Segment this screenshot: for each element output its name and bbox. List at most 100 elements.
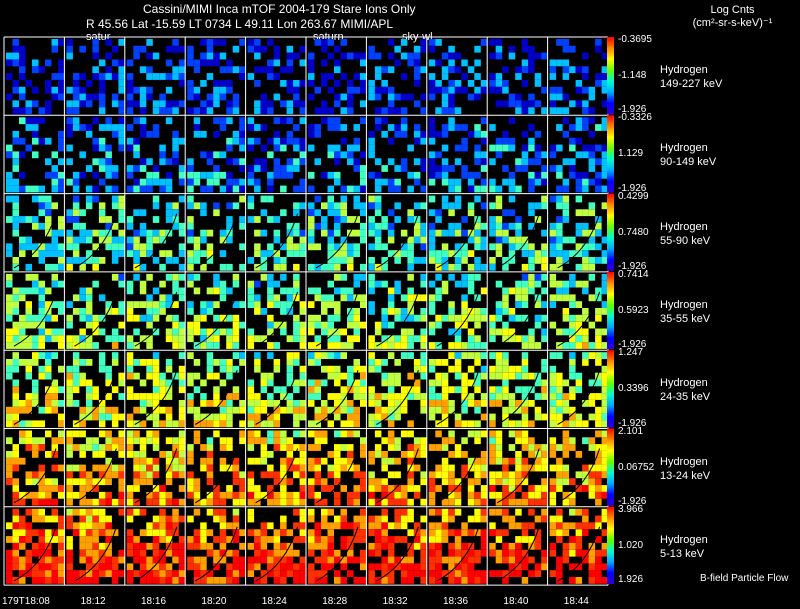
heatmap-cell [226,549,233,557]
heatmap-cell [334,151,341,159]
heatmap-cell [467,515,475,523]
heatmap-cell [308,491,315,499]
heatmap-cell [293,457,300,465]
heatmap-cell [45,529,52,537]
heatmap-cell [178,379,186,387]
heatmap-cell [6,73,13,80]
heatmap-cell [360,536,367,543]
heatmap-cell [133,437,140,445]
heatmap-cell [152,485,160,492]
heatmap-cell [556,195,563,203]
heatmap-cell [549,93,557,101]
heatmap-cell [435,151,442,159]
heatmap-cell [521,386,529,394]
heatmap-cell [79,413,86,421]
heatmap-cell [85,556,93,564]
heatmap-cell [569,273,576,281]
heatmap-cell [293,508,300,516]
heatmap-cell [58,144,65,152]
heatmap-cell [58,420,65,428]
bfield-curve [436,526,480,582]
heatmap-cell [239,158,246,166]
heatmap-cell [219,406,227,414]
heatmap-cell [428,577,436,584]
heatmap-cell [420,39,427,46]
heatmap-cell [461,556,468,564]
heatmap-cell [6,185,13,193]
heatmap-cell [394,471,401,479]
heatmap-cell [126,372,134,380]
heatmap-cell [420,185,427,193]
heatmap-cell [534,250,542,257]
heatmap-cell [6,478,13,486]
heatmap-cell [353,335,360,343]
heatmap-cell [420,359,427,366]
heatmap-cell [541,335,548,343]
heatmap-cell [441,498,449,506]
heatmap-cell [260,437,268,445]
heatmap-cell [267,151,274,159]
heatmap-cell [247,257,255,264]
heatmap-cell [435,314,442,322]
heatmap-cell [441,359,449,366]
heatmap-cell [133,86,140,94]
heatmap-cell [448,437,455,445]
heatmap-cell [448,209,455,217]
heatmap-cell [247,542,255,550]
heatmap-cell [601,280,609,288]
heatmap-cell [353,294,360,302]
heatmap-cell [321,498,328,506]
heatmap-cell [172,273,179,281]
heatmap-cell [126,563,134,571]
heatmap-cell [308,393,315,400]
heatmap-cell [152,406,160,414]
heatmap-cell [6,335,13,343]
heatmap-cell [286,236,294,244]
heatmap-cell [51,577,58,584]
heatmap-cell [521,444,529,451]
heatmap-cell [247,195,255,203]
heatmap-cell [280,287,287,295]
heatmap-cell [556,250,563,257]
heatmap-cell [569,420,576,428]
heatmap-cell [521,413,529,421]
heatmap-cell [534,529,542,537]
heatmap-cell [508,52,516,60]
heatmap-cell [187,195,194,203]
heatmap-cell [38,222,45,230]
heatmap-cell [461,437,468,445]
heatmap-cell [541,202,548,210]
heatmap-cell [381,165,388,172]
heatmap-cell [435,485,442,492]
heatmap-cell [293,430,300,438]
heatmap-cell [260,577,268,584]
heatmap-cell [461,386,468,394]
heatmap-cell [534,130,542,138]
heatmap-cell [474,73,481,80]
heatmap-cell [334,144,341,152]
heatmap-cell [353,202,360,210]
heatmap-cell [85,444,93,451]
heatmap-cell [178,498,186,506]
heatmap-cell [534,536,542,543]
heatmap-cell [178,570,186,577]
heatmap-cell [556,478,563,486]
heatmap-cell [508,257,516,264]
heatmap-cell [549,451,557,458]
heatmap-cell [133,464,140,472]
heatmap-cell [515,100,522,108]
heatmap-cell [280,66,287,74]
heatmap-cell [51,280,58,288]
heatmap-cell [474,386,481,394]
heatmap-cell [286,556,294,564]
heatmap-cell [239,185,246,193]
heatmap-cell [387,93,395,101]
heatmap-cell [360,73,367,80]
heatmap-cell [66,498,73,506]
heatmap-cell [562,522,570,530]
heatmap-cell [495,216,503,223]
heatmap-cell [508,335,516,343]
heatmap-cell [467,365,475,373]
heatmap-cell [232,563,240,571]
energy-range: 149-227 keV [660,78,723,90]
